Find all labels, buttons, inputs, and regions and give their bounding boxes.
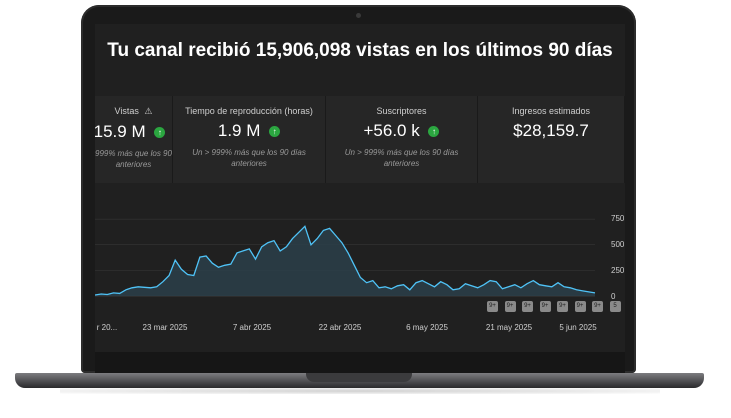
x-tick-label: 23 mar 2025 [142, 323, 188, 332]
video-marker-icon[interactable]: 9+ [539, 301, 551, 312]
card-revenue-value: $28,159.7 [513, 121, 589, 140]
card-subscribers-note: Un > 999% más que los 90 días [344, 148, 459, 157]
chart-area-fill [95, 226, 595, 296]
card-views[interactable]: Vistas ⚠ 15.9 M ↑ 999% más que los 90 dí… [95, 96, 190, 183]
card-views-label: Vistas [114, 106, 139, 116]
x-tick-label: r 20... [96, 323, 118, 332]
video-marker-icon[interactable]: 9+ [557, 301, 568, 312]
x-tick-label: 22 abr 2025 [318, 323, 362, 332]
card-watch-time-note-2: anteriores [231, 159, 267, 168]
card-subscribers-label: Suscriptores [376, 106, 427, 116]
headline: Tu canal recibió 15,906,098 vistas en lo… [107, 40, 613, 61]
card-watch-time-note: Un > 999% más que los 90 días [192, 148, 306, 157]
video-marker-icon[interactable]: 9+ [504, 301, 516, 312]
arrow-up-icon: ↑ [269, 126, 281, 138]
x-tick-label: 5 jun 2025 [559, 323, 597, 332]
video-marker-icon[interactable]: 9+ [574, 301, 586, 312]
chart-line [95, 225, 596, 296]
camera-icon [356, 13, 361, 18]
card-watch-time[interactable]: Tiempo de reproducción (horas) 1.9 M ↑ U… [173, 96, 326, 183]
y-tick-label: 750 [611, 214, 625, 223]
card-watch-time-label: Tiempo de reproducción (horas) [185, 106, 313, 116]
card-views-note-2: anteriores [115, 160, 152, 169]
warning-icon: ⚠ [144, 106, 153, 116]
y-tick-label: 250 [611, 266, 625, 275]
y-tick-label: 0 [611, 292, 616, 301]
laptop-notch [306, 373, 412, 382]
video-marker-icon[interactable]: 5 [609, 301, 621, 312]
arrow-up-icon: ↑ [154, 127, 166, 139]
video-marker-icon[interactable]: 9+ [592, 301, 603, 312]
screen-bezel [95, 352, 625, 373]
card-watch-time-value: 1.9 M [217, 121, 261, 140]
y-tick-label: 500 [611, 240, 625, 249]
x-tick-label: 7 abr 2025 [232, 323, 272, 332]
shadow [60, 388, 660, 394]
card-views-value: 15.9 M [95, 122, 146, 141]
x-tick-label: 6 may 2025 [406, 323, 448, 332]
x-tick-label: 21 may 2025 [485, 323, 533, 332]
card-revenue[interactable]: Ingresos estimados $28,159.7 [478, 96, 625, 183]
metric-cards: Vistas ⚠ 15.9 M ↑ 999% más que los 90 dí… [95, 96, 625, 183]
card-subscribers-note-2: anteriores [383, 159, 420, 168]
card-subscribers-value: +56.0 k [363, 121, 420, 140]
card-revenue-label: Ingresos estimados [511, 106, 591, 116]
screen: Tu canal recibió 15,906,098 vistas en lo… [95, 24, 625, 352]
views-chart [95, 218, 596, 297]
card-views-note: 999% más que los 90 días [95, 149, 190, 158]
arrow-up-icon: ↑ [428, 126, 440, 138]
video-marker-icon[interactable]: 9+ [487, 301, 498, 312]
video-marker-icon[interactable]: 9+ [522, 301, 533, 312]
card-subscribers[interactable]: Suscriptores +56.0 k ↑ Un > 999% más que… [326, 96, 478, 183]
